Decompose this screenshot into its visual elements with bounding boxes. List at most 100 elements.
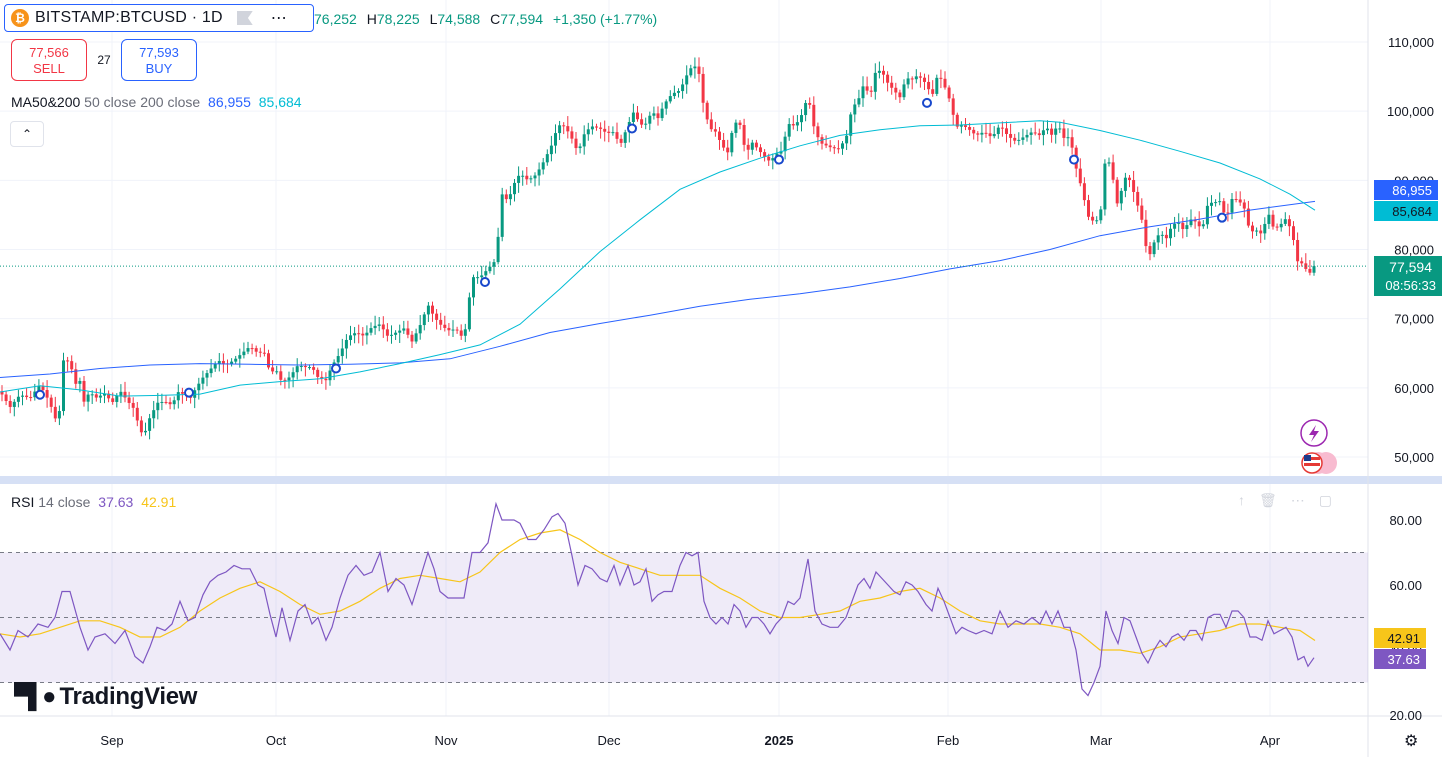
candle-body — [795, 122, 799, 126]
candle-body — [98, 395, 102, 398]
candle-body — [316, 369, 320, 377]
rsi-line — [0, 501, 1315, 697]
candle-body — [586, 129, 590, 135]
candle-body — [127, 397, 131, 403]
candle-body — [939, 77, 943, 79]
candle-body — [1046, 128, 1049, 131]
candle-body — [763, 152, 767, 157]
candle-body — [53, 406, 57, 419]
time-tick-label: Dec — [597, 733, 621, 748]
candle-body — [1156, 235, 1160, 243]
symbol-title: BITSTAMP:BTCUSD · 1D — [35, 9, 223, 26]
candle-body — [373, 325, 377, 329]
candle-body — [447, 327, 451, 331]
candle-body — [537, 169, 541, 176]
candle-body — [12, 401, 16, 407]
candle-body — [262, 352, 266, 354]
candle-body — [418, 325, 422, 334]
rsi-ma-line — [0, 529, 1316, 654]
candle-body — [660, 108, 664, 119]
candle-body — [869, 90, 873, 92]
rsi-legend[interactable]: RSI 14 close 37.63 42.91 — [11, 494, 176, 510]
ma-legend[interactable]: MA50&200 50 close 200 close 86,955 85,68… — [11, 94, 302, 110]
rsi-tick-label: 60.00 — [1389, 578, 1422, 593]
buy-button[interactable]: 77,593 BUY — [121, 39, 197, 81]
candle-body — [197, 383, 201, 391]
candle-body — [410, 334, 414, 342]
candle-body — [1033, 132, 1037, 134]
ma50-line — [0, 200, 1316, 378]
candle-body — [1312, 266, 1316, 273]
crossover-marker — [184, 387, 194, 398]
more-options-icon[interactable]: ⋯ — [270, 10, 288, 27]
candle-body — [349, 335, 352, 340]
candle-body — [414, 333, 418, 342]
price-tick-label: 50,000 — [1394, 450, 1434, 465]
sell-button[interactable]: 77,566 SELL — [11, 39, 87, 81]
candle-body — [139, 420, 143, 433]
candle-body — [324, 378, 328, 381]
rsi-ma-value-tag — [1374, 628, 1426, 648]
candle-body — [394, 332, 398, 335]
candle-body — [672, 92, 676, 97]
candle-body — [8, 400, 12, 407]
candle-body — [484, 271, 488, 276]
maximize-icon[interactable]: ▢ — [1318, 492, 1333, 508]
rsi-ma-legend-value: 42.91 — [141, 494, 177, 510]
candle-body — [0, 391, 4, 395]
candle-body — [1025, 134, 1029, 138]
trash-icon[interactable]: 🗑 — [1259, 492, 1277, 508]
candle-body — [615, 132, 619, 139]
tradingview-logo[interactable]: ▀▌● TradingView — [14, 683, 197, 711]
candle-body — [1099, 209, 1103, 221]
candle-body — [398, 330, 402, 333]
candle-body — [677, 91, 680, 93]
candle-body — [832, 147, 836, 149]
candle-body — [369, 328, 373, 333]
candle-body — [123, 391, 127, 398]
candle-body — [62, 360, 65, 412]
low-value: 74,588 — [437, 11, 481, 27]
candle-body — [906, 78, 910, 85]
time-tick-label: Mar — [1090, 733, 1113, 748]
more-icon[interactable]: ⋯ — [1290, 492, 1305, 508]
ohlc-readout: 76,252 H78,225 L74,588 C77,594 +1,350 (+… — [314, 11, 663, 27]
candle-body — [783, 136, 787, 152]
crossover-marker — [627, 123, 637, 134]
close-value: 77,594 — [500, 11, 544, 27]
candle-body — [25, 395, 29, 398]
candle-body — [172, 400, 176, 405]
candle-body — [90, 394, 94, 396]
collapse-legend-button[interactable]: ⌃ — [10, 121, 44, 147]
candle-body — [947, 87, 951, 99]
high-label: H — [366, 11, 377, 27]
candle-body — [74, 369, 78, 384]
candle-body — [972, 129, 976, 134]
candle-body — [1292, 226, 1295, 240]
candle-body — [898, 92, 902, 98]
candle-body — [845, 135, 849, 144]
candle-body — [283, 379, 287, 381]
candle-body — [931, 89, 935, 94]
chevron-up-icon: ⌃ — [21, 127, 33, 141]
candle-body — [750, 142, 754, 150]
candle-body — [131, 402, 135, 408]
candle-body — [4, 394, 8, 401]
candle-body — [562, 125, 566, 127]
candle-body — [426, 305, 430, 315]
candle-body — [103, 393, 106, 396]
move-up-icon[interactable]: ↑ — [1238, 492, 1245, 508]
gear-icon[interactable]: ⚙ — [1404, 733, 1419, 750]
candle-body — [623, 132, 627, 143]
candle-body — [918, 76, 922, 78]
candle-body — [656, 113, 660, 119]
candle-body — [685, 75, 689, 85]
symbol-selector[interactable]: ₿ BITSTAMP:BTCUSD · 1D ⋯ — [4, 4, 314, 32]
candle-body — [923, 77, 926, 82]
candle-body — [996, 127, 1000, 135]
candle-body — [800, 115, 803, 123]
price-tick-label: 60,000 — [1394, 381, 1434, 396]
flag-icon[interactable] — [236, 11, 253, 25]
candle-body — [742, 125, 746, 145]
